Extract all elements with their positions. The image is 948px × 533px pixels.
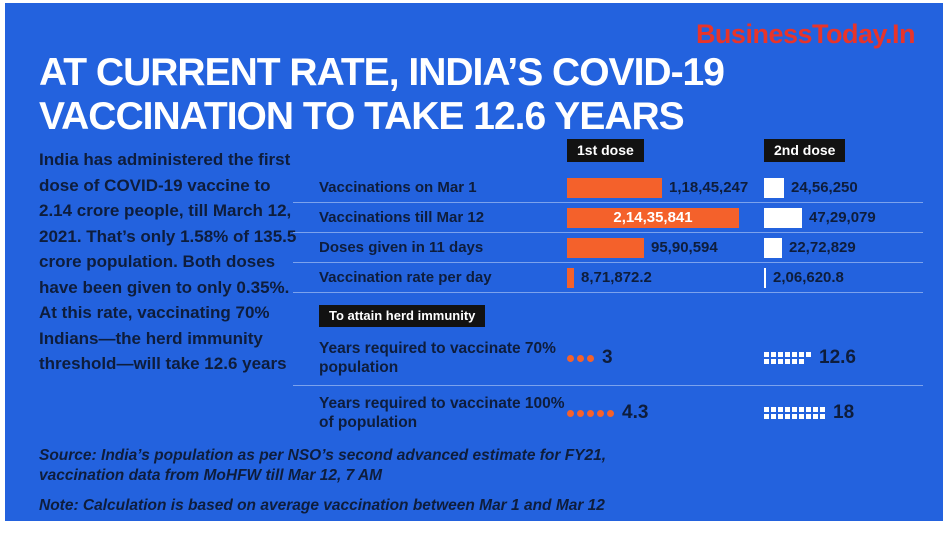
second-dose-cell: 22,72,829 xyxy=(764,237,923,258)
legend-row: 1st dose 2nd dose xyxy=(293,139,923,173)
second-dose-value: 24,56,250 xyxy=(791,179,858,196)
row-label: Vaccinations till Mar 12 xyxy=(319,209,485,226)
table-row: Years required to vaccinate 70% populati… xyxy=(293,331,923,385)
first-dose-value: 95,90,594 xyxy=(651,239,718,256)
second-dose-bar xyxy=(764,267,766,288)
first-dose-cell: 1,18,45,247 xyxy=(567,177,764,198)
first-dose-dots xyxy=(567,354,594,362)
first-dose-bar xyxy=(567,177,662,198)
businesstoday-logo: BusinessToday.In xyxy=(695,19,916,49)
second-dose-bar xyxy=(764,177,784,198)
second-dose-cell: 12.6 xyxy=(764,347,923,369)
row-label: Years required to vaccinate 100% of popu… xyxy=(319,394,565,431)
second-dose-value: 2,06,620.8 xyxy=(773,269,844,286)
first-dose-cell: 8,71,872.2 xyxy=(567,267,764,288)
first-dose-cell: 2,14,35,841 xyxy=(567,207,764,228)
row-label: Vaccinations on Mar 1 xyxy=(319,179,477,196)
first-dose-dots xyxy=(567,409,614,417)
second-dose-value: 18 xyxy=(833,402,855,423)
second-dose-bar xyxy=(764,237,782,258)
herd-immunity-chip-row: To attain herd immunity xyxy=(319,305,923,327)
note-text: Note: Calculation is based on average va… xyxy=(39,497,605,515)
legend-first-dose: 1st dose xyxy=(567,139,644,162)
second-dose-cell: 24,56,250 xyxy=(764,177,923,198)
second-dose-dots xyxy=(764,352,811,364)
first-dose-value: 2,14,35,841 xyxy=(613,209,693,226)
headline-line-2: VACCINATION TO TAKE 12.6 YEARS xyxy=(39,94,685,138)
first-dose-cell: 95,90,594 xyxy=(567,237,764,258)
infographic-card: BusinessToday.In AT CURRENT RATE, INDIA’… xyxy=(5,3,943,521)
row-label: Doses given in 11 days xyxy=(319,239,484,256)
first-dose-value: 1,18,45,247 xyxy=(669,179,749,196)
intro-paragraph: India has administered the first dose of… xyxy=(39,150,297,373)
second-dose-value: 22,72,829 xyxy=(789,239,856,256)
second-dose-dots xyxy=(764,407,825,419)
table-row: Years required to vaccinate 100% of popu… xyxy=(293,385,923,440)
legend-second-dose: 2nd dose xyxy=(764,139,846,162)
headline-line-1: AT CURRENT RATE, INDIA’S COVID-19 xyxy=(39,51,725,94)
first-dose-value: 3 xyxy=(602,347,613,368)
vaccination-chart: 1st dose 2nd dose Vaccinations on Mar 1 … xyxy=(293,139,923,440)
first-dose-bar: 2,14,35,841 xyxy=(567,207,739,228)
table-row: Vaccinations on Mar 1 1,18,45,247 24,56,… xyxy=(293,173,923,203)
first-dose-cell: 4.3 xyxy=(567,402,764,424)
footer: Source: India’s population as per NSO’s … xyxy=(39,446,649,516)
second-dose-cell: 18 xyxy=(764,402,923,424)
herd-immunity-chip: To attain herd immunity xyxy=(319,305,486,327)
first-dose-bar xyxy=(567,237,644,258)
first-dose-value: 8,71,872.2 xyxy=(581,269,652,286)
source-text: Source: India’s population as per NSO’s … xyxy=(39,447,607,485)
table-row: Vaccinations till Mar 12 2,14,35,841 47,… xyxy=(293,203,923,233)
table-row: Vaccination rate per day 8,71,872.2 2,06… xyxy=(293,263,923,293)
row-label: Years required to vaccinate 70% populati… xyxy=(319,339,556,376)
row-label: Vaccination rate per day xyxy=(319,269,492,286)
page-title: AT CURRENT RATE, INDIA’S COVID-19 VACCIN… xyxy=(39,51,725,138)
first-dose-bar xyxy=(567,267,574,288)
second-dose-value: 47,29,079 xyxy=(809,209,876,226)
second-dose-cell: 47,29,079 xyxy=(764,207,923,228)
first-dose-cell: 3 xyxy=(567,347,764,369)
second-dose-cell: 2,06,620.8 xyxy=(764,267,923,288)
second-dose-value: 12.6 xyxy=(819,347,856,368)
second-dose-bar xyxy=(764,207,802,228)
first-dose-value: 4.3 xyxy=(622,402,649,423)
table-row: Doses given in 11 days 95,90,594 22,72,8… xyxy=(293,233,923,263)
